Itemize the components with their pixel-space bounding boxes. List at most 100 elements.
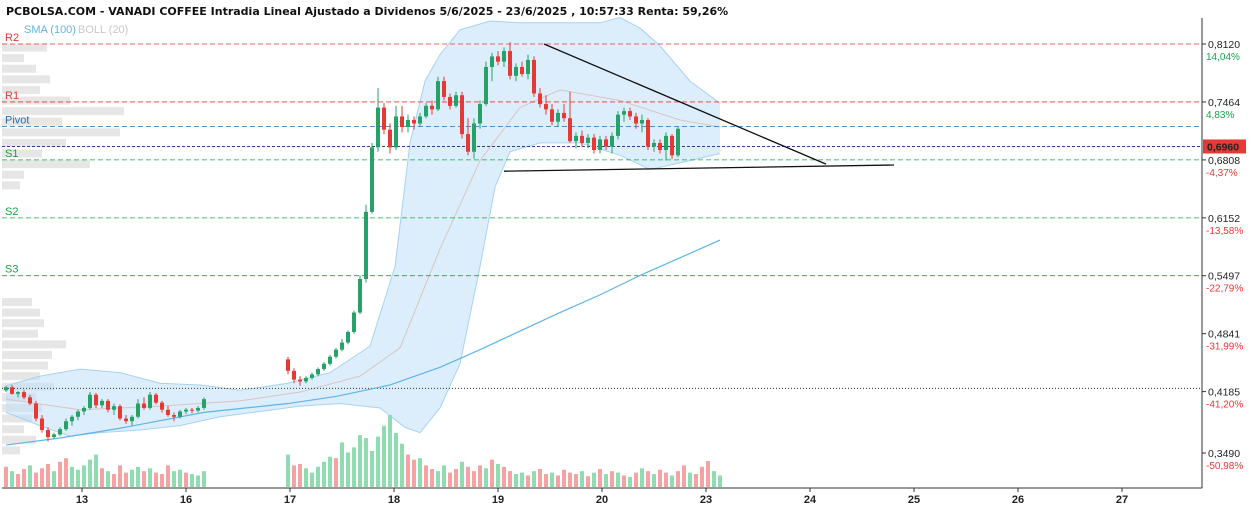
candle-body (364, 211, 368, 279)
volume-bar (502, 466, 506, 487)
x-tick-label: 17 (284, 494, 296, 506)
volume-bar (70, 466, 74, 487)
volume-bar (532, 471, 536, 487)
bollinger-middle-line (5, 89, 721, 411)
volume-bar (16, 474, 20, 487)
volume-bar (454, 469, 458, 487)
volume-bar (508, 471, 512, 487)
volume-bar (148, 468, 152, 487)
candle-body (616, 114, 620, 136)
volume-bar (190, 474, 194, 487)
x-tick-label: 24 (804, 494, 817, 506)
candle-body (154, 394, 158, 403)
volume-profile-bar (2, 414, 32, 423)
volume-bar (52, 471, 56, 487)
candle-body (310, 374, 314, 378)
volume-bar (514, 474, 518, 487)
volume-bar (694, 474, 698, 487)
volume-bar (298, 463, 302, 487)
bollinger-upper-line (5, 16, 721, 391)
volume-bar (364, 438, 368, 487)
volume-bar (46, 463, 50, 487)
candle-body (58, 429, 62, 435)
candle-body (610, 135, 614, 147)
volume-bar (382, 425, 386, 487)
candle-body (112, 406, 116, 410)
volume-bar (202, 471, 206, 487)
volume-bar (10, 471, 14, 487)
volume-bar (460, 461, 464, 487)
volume-bar (34, 472, 38, 487)
candle-body (580, 135, 584, 143)
trendline-support (503, 164, 895, 172)
volume-bar (400, 443, 404, 487)
y-tick-percent: -41,20% (1206, 400, 1243, 411)
volume-profile-bar (2, 160, 90, 169)
volume-bar (658, 469, 662, 487)
candle-body (406, 119, 410, 128)
candle-body (172, 415, 176, 417)
candle-body (376, 107, 380, 148)
candle-body (640, 119, 644, 124)
level-label-s3: S3 (5, 264, 18, 276)
volume-bar (550, 472, 554, 487)
candle-body (538, 93, 542, 105)
volume-profile-bar (2, 340, 66, 349)
candle-body (520, 66, 524, 75)
volume-bar (442, 465, 446, 487)
candle-body (484, 66, 488, 105)
volume-bar (196, 475, 200, 487)
volume-bar (412, 459, 416, 487)
volume-bar (64, 458, 68, 487)
volume-bar (106, 471, 110, 487)
candle-body (304, 377, 308, 382)
candle-body (88, 394, 92, 408)
candlesticks (4, 42, 680, 442)
candle-body (22, 392, 26, 398)
volume-bar (142, 471, 146, 487)
candle-body (346, 331, 350, 343)
candle-body (592, 137, 596, 151)
candle-body (562, 112, 566, 119)
x-tick-label: 13 (76, 494, 88, 506)
volume-bar (286, 454, 290, 487)
volume-bar (544, 474, 548, 487)
volume-bar (28, 465, 32, 487)
volume-bar (346, 452, 350, 487)
candle-body (496, 56, 500, 62)
volume-bar (112, 474, 116, 487)
candle-body (466, 134, 470, 152)
y-tick-label: 0,4185 (1208, 387, 1240, 399)
volume-bar (334, 458, 338, 487)
candle-body (478, 104, 482, 124)
candle-body (454, 95, 458, 106)
y-tick-label: 0,4841 (1208, 329, 1240, 341)
volume-bar (376, 436, 380, 487)
volume-bar (622, 475, 626, 487)
candle-body (370, 147, 374, 212)
candle-body (298, 379, 302, 382)
level-label-s1: S1 (5, 148, 18, 160)
volume-bar (172, 471, 176, 487)
volume-bar (700, 466, 704, 487)
candle-body (124, 418, 128, 422)
candle-body (10, 387, 14, 394)
volume-profile-bar (2, 350, 52, 359)
legend-sma: SMA (100) (24, 24, 76, 36)
volume-bar (556, 475, 560, 487)
volume-profile-bar (2, 372, 40, 381)
y-tick-percent: -13,58% (1206, 226, 1243, 237)
volume-bar (706, 461, 710, 487)
volume-bar (718, 475, 722, 487)
volume-bar (712, 471, 716, 487)
volume-profile-bar (2, 181, 20, 190)
volume-bar (388, 415, 392, 487)
candle-body (586, 137, 590, 143)
candle-body (460, 95, 464, 135)
volume-profile-bar (2, 54, 24, 63)
volume-bar (472, 471, 476, 487)
candle-body (634, 116, 638, 124)
candle-body (670, 135, 674, 156)
volume-bar (118, 465, 122, 487)
